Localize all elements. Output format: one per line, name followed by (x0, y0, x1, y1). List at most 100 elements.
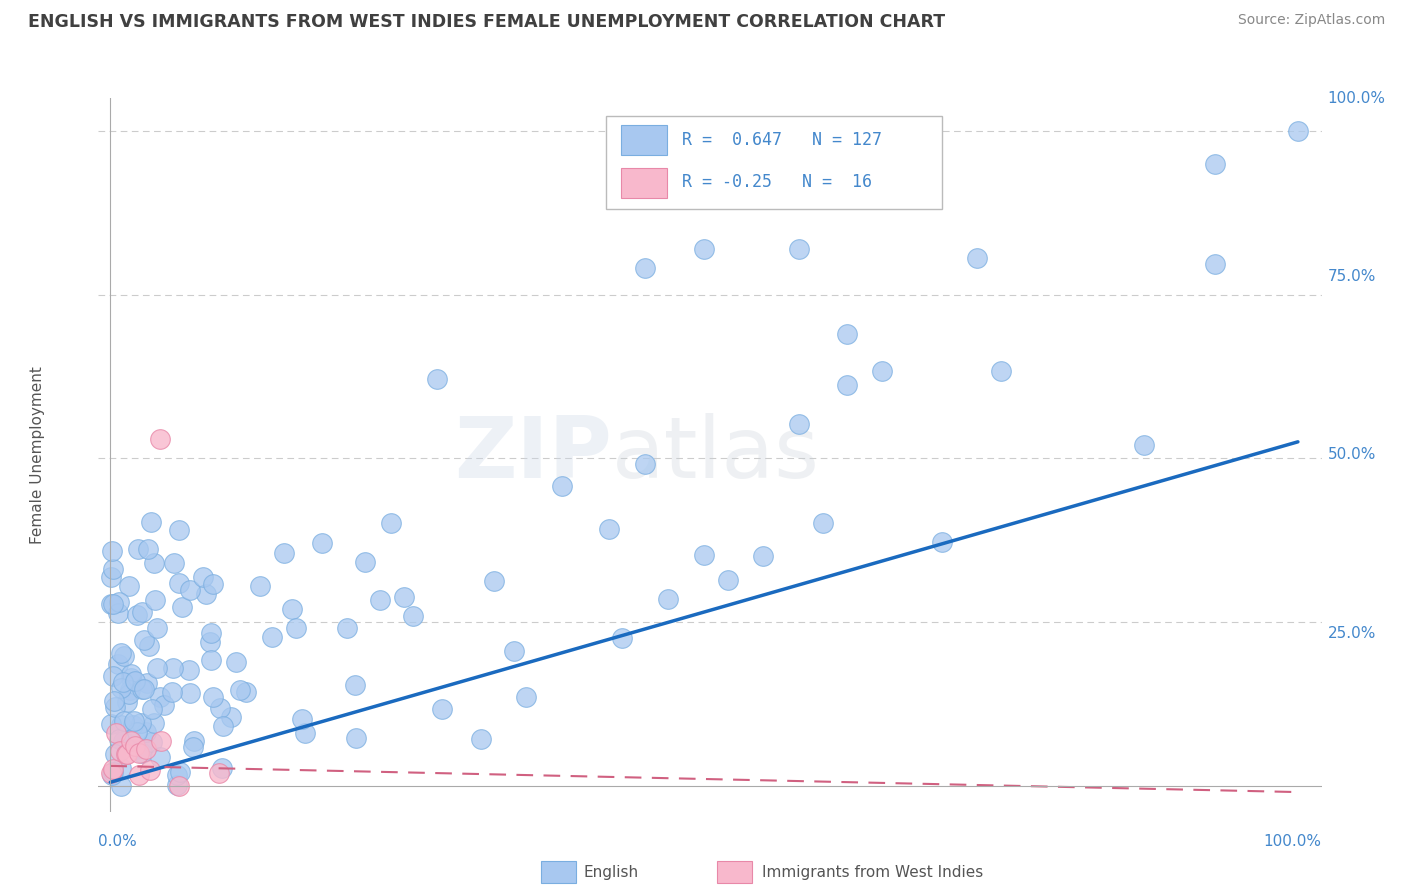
Point (179, 583, 201, 598)
Point (907, 124, 929, 138)
Point (135, 725, 157, 739)
Point (128, 768, 150, 782)
Point (110, 681, 132, 695)
Point (693, 548, 716, 562)
Text: 75.0%: 75.0% (1327, 269, 1376, 284)
Point (380, 516, 402, 530)
Point (835, 378, 858, 392)
Point (107, 732, 129, 747)
Text: English: English (583, 865, 638, 880)
Point (166, 768, 188, 782)
Point (101, 544, 124, 558)
Point (634, 457, 657, 471)
Point (115, 747, 138, 761)
Text: 0.0%: 0.0% (98, 834, 138, 849)
Point (135, 742, 157, 756)
Text: ZIP: ZIP (454, 413, 612, 497)
Point (135, 675, 157, 690)
Point (179, 686, 201, 700)
Point (149, 690, 172, 705)
Point (225, 655, 247, 669)
Point (166, 778, 188, 792)
Point (141, 702, 163, 716)
Point (138, 639, 160, 653)
Point (105, 726, 128, 740)
Point (162, 661, 184, 675)
Point (634, 261, 657, 276)
Point (183, 734, 205, 748)
Text: Female Unemployment: Female Unemployment (30, 366, 45, 544)
Point (657, 592, 679, 607)
Point (104, 747, 127, 761)
Point (160, 685, 183, 699)
Point (169, 764, 191, 779)
Point (208, 701, 231, 715)
Point (208, 765, 231, 780)
Point (153, 698, 176, 712)
Point (120, 734, 142, 748)
Point (353, 555, 375, 569)
FancyBboxPatch shape (620, 168, 668, 198)
Point (117, 747, 139, 761)
Point (100, 570, 122, 584)
Point (131, 741, 153, 756)
Point (285, 621, 308, 635)
Text: ENGLISH VS IMMIGRANTS FROM WEST INDIES FEMALE UNEMPLOYMENT CORRELATION CHART: ENGLISH VS IMMIGRANTS FROM WEST INDIES F… (28, 13, 945, 31)
Point (211, 761, 233, 775)
Point (122, 714, 145, 728)
Text: atlas: atlas (612, 413, 820, 497)
Point (131, 682, 153, 697)
Point (195, 587, 218, 601)
Point (167, 523, 190, 537)
Point (141, 735, 163, 749)
Text: R = -0.25   N =  16: R = -0.25 N = 16 (682, 173, 872, 191)
Point (260, 630, 283, 644)
Point (110, 718, 132, 732)
Point (426, 372, 449, 386)
FancyBboxPatch shape (620, 125, 668, 155)
Point (610, 631, 633, 645)
Point (111, 733, 134, 747)
Point (598, 522, 620, 536)
Point (127, 724, 149, 739)
Point (219, 710, 242, 724)
Point (177, 663, 200, 677)
Point (139, 764, 162, 778)
Point (811, 516, 834, 531)
Point (482, 574, 505, 588)
Point (200, 653, 222, 667)
Point (1204, 156, 1226, 170)
Point (124, 739, 146, 754)
Point (110, 761, 132, 775)
Point (108, 744, 131, 758)
Point (200, 625, 222, 640)
Point (344, 731, 367, 745)
Point (112, 714, 135, 729)
Point (142, 556, 165, 570)
Point (146, 621, 169, 635)
Point (752, 549, 775, 563)
Point (125, 608, 148, 623)
Point (103, 694, 125, 708)
Point (118, 579, 141, 593)
Point (693, 242, 716, 256)
Point (101, 765, 124, 780)
Text: Source: ZipAtlas.com: Source: ZipAtlas.com (1237, 13, 1385, 28)
Point (120, 667, 142, 681)
Point (294, 726, 316, 740)
Point (100, 765, 122, 780)
Point (101, 562, 124, 576)
Point (835, 326, 858, 341)
Point (392, 591, 415, 605)
Point (503, 644, 526, 658)
Point (138, 541, 160, 556)
Point (931, 535, 953, 549)
Point (291, 712, 314, 726)
Point (150, 734, 173, 748)
Point (118, 686, 141, 700)
Point (717, 573, 740, 587)
Point (281, 602, 304, 616)
Point (143, 592, 166, 607)
Point (169, 575, 191, 590)
Point (101, 597, 124, 611)
